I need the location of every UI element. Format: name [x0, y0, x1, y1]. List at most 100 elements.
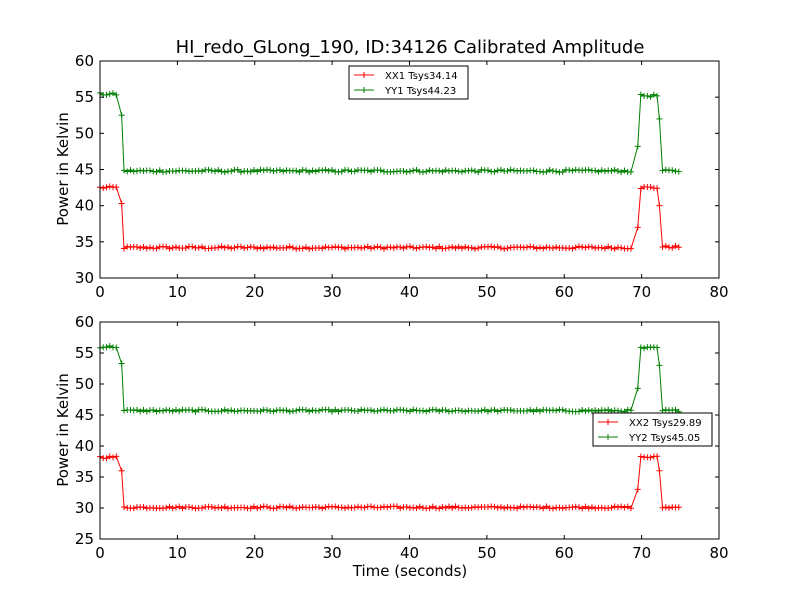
data-point-marker: [598, 244, 605, 251]
data-point-marker: [113, 91, 120, 98]
data-point-marker: [130, 168, 137, 175]
x-tick-label: 80: [709, 544, 728, 562]
data-point-marker: [491, 244, 498, 251]
data-point-marker: [608, 167, 615, 174]
data-point-marker: [439, 168, 446, 175]
data-point-marker: [556, 504, 563, 511]
y-tick-label: 55: [75, 344, 94, 362]
data-point-marker: [106, 453, 113, 460]
data-point-marker: [429, 503, 436, 510]
top-panel: Power in Kelvin 0 10 20 30 40 50 60 70 80 30 35 40 4…: [54, 52, 729, 301]
data-point-marker: [423, 243, 430, 250]
data-point-marker: [533, 245, 540, 252]
data-point-marker: [328, 408, 335, 415]
data-point-marker: [335, 408, 342, 415]
data-point-marker: [221, 503, 228, 510]
data-point-marker: [254, 245, 261, 252]
y-tick-label: 55: [75, 88, 94, 106]
data-point-marker: [103, 184, 110, 191]
data-point-marker: [293, 407, 300, 414]
legend: XX1 Tsys34.14 YY1 Tsys44.23: [348, 65, 469, 100]
data-point-marker: [257, 244, 264, 251]
legend-box: [592, 412, 713, 447]
data-point-marker: [306, 245, 313, 252]
data-point-marker: [103, 344, 110, 351]
data-point-marker: [319, 505, 326, 512]
data-point-marker: [257, 166, 264, 173]
data-point-marker: [231, 244, 238, 251]
data-point-marker: [675, 244, 682, 251]
data-point-marker: [553, 244, 560, 251]
x-tick-label: 50: [477, 283, 496, 301]
x-tick-label: 0: [95, 283, 105, 301]
data-point-marker: [654, 453, 661, 460]
data-point-marker: [312, 168, 319, 175]
data-point-marker: [322, 504, 329, 511]
x-tick-label: 70: [632, 283, 651, 301]
data-point-marker: [348, 407, 355, 414]
data-point-marker: [406, 168, 413, 175]
data-point-marker: [436, 243, 443, 250]
data-point-marker: [283, 244, 290, 251]
data-point-marker: [436, 408, 443, 415]
data-point-marker: [634, 224, 641, 231]
data-point-marker: [244, 244, 251, 251]
data-point-marker: [224, 407, 231, 414]
data-point-marker: [675, 504, 682, 511]
data-point-marker: [127, 167, 134, 174]
data-point-marker: [367, 503, 374, 510]
data-point-marker: [143, 408, 150, 415]
data-point-marker: [113, 184, 120, 191]
data-point-marker: [656, 202, 663, 209]
data-point-marker: [296, 169, 303, 175]
legend-label: XX2 Tsys29.89: [629, 418, 702, 429]
data-point-marker: [110, 454, 116, 461]
data-point-marker: [559, 406, 566, 413]
data-point-marker: [140, 243, 147, 250]
y-tick-label: 30: [75, 499, 94, 517]
data-point-marker: [403, 243, 410, 250]
y-tick-label: 30: [75, 269, 94, 287]
data-point-marker: [442, 407, 449, 414]
data-point-marker: [494, 504, 501, 511]
y-tick-label: 60: [75, 313, 94, 331]
data-point-marker: [228, 168, 235, 175]
data-point-marker: [234, 166, 241, 173]
data-point-marker: [501, 505, 508, 512]
data-point-marker: [445, 503, 452, 510]
data-point-marker: [403, 503, 410, 510]
data-point-marker: [137, 167, 144, 174]
data-point-marker: [582, 503, 589, 510]
data-point-marker: [449, 243, 456, 250]
data-point-marker: [169, 505, 176, 512]
data-point-marker: [205, 166, 212, 173]
data-point-marker: [380, 503, 387, 510]
data-point-marker: [374, 243, 381, 250]
data-point-marker: [263, 244, 270, 251]
data-point-marker: [218, 504, 225, 511]
data-point-marker: [621, 167, 628, 174]
data-point-marker: [137, 408, 144, 415]
data-point-marker: [475, 408, 482, 415]
data-point-marker: [504, 504, 511, 511]
data-point-marker: [592, 167, 599, 174]
data-point-marker: [198, 168, 205, 175]
data-point-marker: [100, 185, 107, 192]
data-point-marker: [458, 168, 465, 175]
data-point-marker: [257, 504, 264, 511]
data-point-marker: [283, 407, 290, 414]
data-point-marker: [221, 406, 228, 413]
legend-marker: [605, 419, 611, 425]
data-point-marker: [507, 407, 514, 414]
x-tick-label: 20: [245, 544, 264, 562]
data-point-marker: [215, 244, 222, 251]
data-point-marker: [497, 407, 504, 414]
data-point-marker: [494, 243, 501, 250]
data-point-marker: [332, 406, 339, 413]
data-point-marker: [374, 408, 381, 414]
data-point-marker: [468, 167, 475, 174]
data-point-marker: [189, 504, 196, 511]
data-point-marker: [543, 244, 550, 251]
x-tick-label: 60: [555, 283, 574, 301]
data-point-marker: [452, 503, 459, 510]
